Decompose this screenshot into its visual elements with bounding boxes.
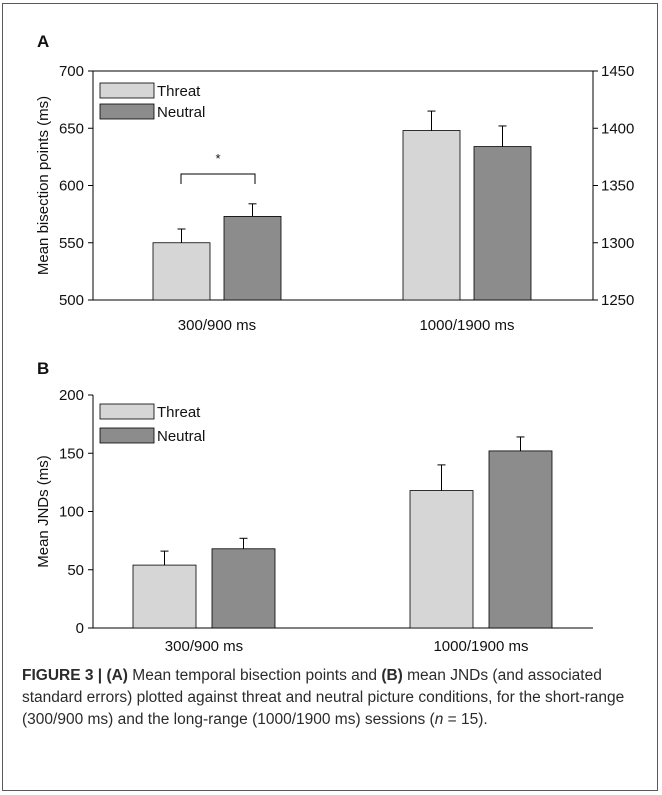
panel-a-ytick-label: 550 <box>59 235 84 252</box>
panel-b-legend-label-neutral: Neutral <box>157 428 205 445</box>
panel-a-ytick-right-label: 1250 <box>601 292 634 309</box>
panel-b-legend-swatch-threat <box>99 403 155 420</box>
figure-caption: FIGURE 3 | (A) Mean temporal bisection p… <box>22 665 642 731</box>
panel-a-significance-star: * <box>215 151 220 166</box>
panel-b-category-label: 300/900 ms <box>165 638 243 655</box>
figure-frame <box>2 3 658 791</box>
panel-a-y-axis-title: Mean bisection points (ms) <box>35 96 52 275</box>
panel-a-bar-threat <box>402 130 461 301</box>
panel-a-ytick-right-label: 1450 <box>601 63 634 80</box>
panel-a-ytick-label: 650 <box>59 120 84 137</box>
caption-part-a-label: (A) <box>106 667 128 684</box>
panel-a-ytick-right-label: 1400 <box>601 120 634 137</box>
panel-b-ytick-label: 0 <box>76 620 84 637</box>
panel-a-ytick-label: 600 <box>59 178 84 195</box>
panel-a-bar-neutral <box>223 216 282 301</box>
caption-part-b-label: (B) <box>381 667 403 684</box>
panel-a-legend-label-neutral: Neutral <box>157 104 205 121</box>
panel-b-ytick-label: 50 <box>67 562 84 579</box>
caption-figure-label: FIGURE 3 | <box>22 667 103 684</box>
panel-b-legend-swatch-neutral <box>99 427 155 444</box>
caption-text-1: Mean temporal bisection points and <box>127 667 382 684</box>
panel-b-bar-threat <box>132 564 197 629</box>
panel-a-category-label: 1000/1900 ms <box>419 317 514 334</box>
panel-a-bar-threat <box>152 242 211 301</box>
panel-a-category-label: 300/900 ms <box>178 317 256 334</box>
panel-a-ytick-right-label: 1350 <box>601 178 634 195</box>
panel-a-ytick-label: 700 <box>59 63 84 80</box>
caption-text-3: = 15). <box>443 711 488 728</box>
caption-n-symbol: n <box>434 711 444 728</box>
panel-b-bar-neutral <box>211 548 276 629</box>
panel-b-bar-neutral <box>488 450 553 629</box>
panel-a-legend-swatch-threat <box>99 82 155 99</box>
panel-b-ytick-label: 200 <box>59 387 84 404</box>
panel-b-bar-threat <box>409 490 474 629</box>
panel-a-legend-swatch-neutral <box>99 103 155 120</box>
caption-text-2: mean JNDs (and associated standard error… <box>22 667 625 728</box>
panel-b-ytick-label: 150 <box>59 445 84 462</box>
panel-a-label: A <box>37 32 49 51</box>
panel-b-y-axis-title: Mean JNDs (ms) <box>35 455 52 568</box>
figure-charts: A50055060065070012501300135014001450Mean… <box>35 32 634 655</box>
panel-a-significance-bracket <box>180 173 256 184</box>
panel-a-ytick-right-label: 1300 <box>601 235 634 252</box>
panel-b-label: B <box>37 359 49 378</box>
panel-b-legend-label-threat: Threat <box>157 404 201 421</box>
panel-a-legend-label-threat: Threat <box>157 83 201 100</box>
panel-b-ytick-label: 100 <box>59 504 84 521</box>
panel-a-bar-neutral <box>473 146 532 301</box>
panel-a-ytick-label: 500 <box>59 292 84 309</box>
panel-b-category-label: 1000/1900 ms <box>433 638 528 655</box>
